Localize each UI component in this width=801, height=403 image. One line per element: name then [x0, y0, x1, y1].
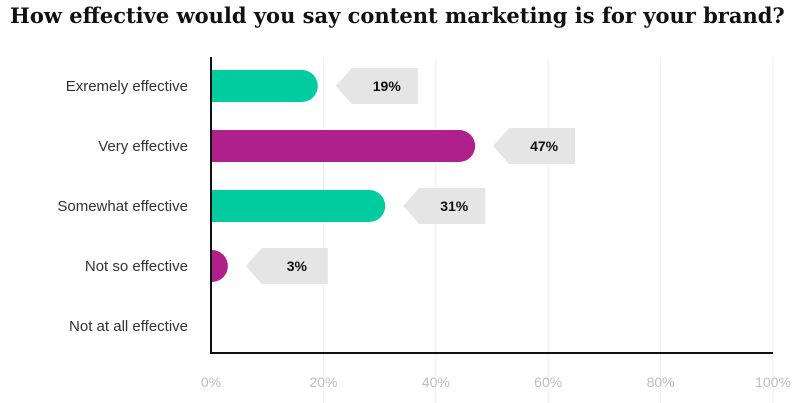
- data-label: 19%: [373, 78, 402, 94]
- category-label: Not so effective: [85, 258, 188, 275]
- data-label: 3%: [287, 258, 308, 274]
- bar: [211, 250, 228, 282]
- category-label: Somewhat effective: [57, 198, 188, 215]
- chart-title: How effective would you say content mark…: [10, 3, 785, 28]
- bar: [211, 70, 318, 102]
- category-label: Exremely effective: [66, 78, 188, 95]
- x-tick-label: 80%: [647, 374, 675, 390]
- axes: [210, 57, 773, 354]
- data-label: 31%: [440, 198, 469, 214]
- category-labels: Exremely effective Very effective Somewhat…: [57, 78, 188, 335]
- x-tick-labels: 0% 20% 40% 60% 80% 100%: [201, 374, 791, 390]
- x-tick-label: 0%: [201, 374, 221, 390]
- data-label-callouts: 19% 47% 31% 3%: [245, 68, 576, 284]
- data-label: 47%: [530, 138, 559, 154]
- category-label: Very effective: [98, 138, 188, 155]
- x-tick-label: 100%: [755, 374, 791, 390]
- bar: [211, 190, 386, 222]
- data-label-callout: [493, 128, 576, 164]
- data-label-callout: [335, 68, 418, 104]
- data-label-callout: [403, 188, 486, 224]
- x-tick-label: 40%: [422, 374, 450, 390]
- category-label: Not at all effective: [69, 318, 188, 335]
- x-tick-label: 60%: [534, 374, 562, 390]
- gridlines: [322, 57, 774, 403]
- x-tick-label: 20%: [309, 374, 337, 390]
- bar: [211, 130, 476, 162]
- bars: [211, 70, 476, 282]
- data-label-callout: [245, 248, 328, 284]
